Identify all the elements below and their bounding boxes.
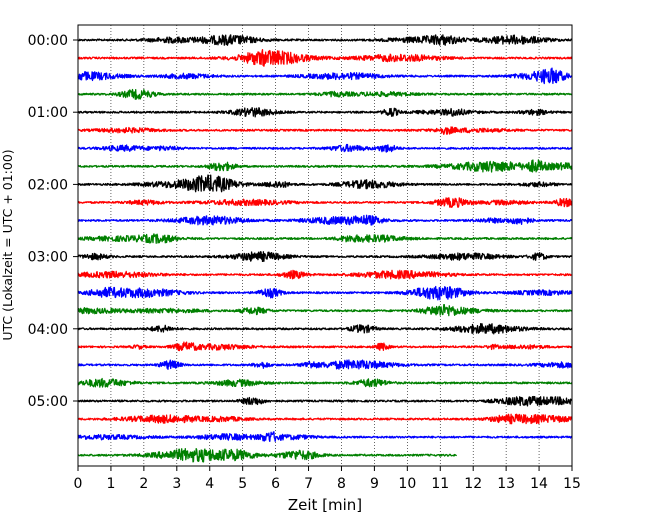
y-tick-label-04:00: 04:00 (28, 322, 68, 338)
trace-0530 (77, 431, 573, 443)
trace-0400 (77, 323, 573, 335)
x-tick-label-2: 2 (139, 476, 148, 492)
traces (77, 34, 573, 463)
y-tick-label-05:00: 05:00 (28, 394, 68, 410)
trace-0130 (77, 143, 573, 153)
x-tick-label-13: 13 (497, 476, 515, 492)
trace-0245 (77, 233, 573, 244)
trace-0045 (77, 88, 573, 100)
trace-0315 (77, 269, 573, 280)
x-tick-label-14: 14 (530, 476, 548, 492)
trace-0015 (77, 49, 573, 67)
x-tick-label-9: 9 (370, 476, 379, 492)
y-axis: 00:00 01:00 02:00 03:00 04:00 05:00 (28, 33, 78, 410)
y-axis-label: UTC (Lokalzeit = UTC + 01:00) (0, 149, 15, 340)
plot-frame (77, 24, 573, 467)
trace-0030 (77, 67, 573, 85)
x-tick-label-4: 4 (205, 476, 214, 492)
x-tick-label-15: 15 (563, 476, 581, 492)
x-tick-label-7: 7 (304, 476, 313, 492)
x-tick-label-10: 10 (398, 476, 416, 492)
x-axis: 0 1 2 3 4 5 6 7 8 9 10 11 12 13 14 15 (74, 466, 581, 492)
x-tick-label-5: 5 (238, 476, 247, 492)
trace-0545 (77, 447, 458, 463)
trace-0200 (77, 174, 573, 193)
trace-0415 (77, 341, 573, 352)
x-tick-label-0: 0 (74, 476, 83, 492)
trace-0300 (77, 250, 573, 263)
trace-0145 (77, 159, 573, 173)
x-axis-label: Zeit [min] (288, 496, 362, 514)
x-tick-label-1: 1 (106, 476, 115, 492)
trace-0345 (77, 304, 573, 317)
y-tick-label-00:00: 00:00 (28, 33, 68, 49)
trace-0515 (77, 413, 573, 425)
trace-0100 (77, 107, 573, 118)
trace-0500 (77, 395, 573, 407)
y-tick-label-03:00: 03:00 (28, 250, 68, 266)
x-tick-label-11: 11 (431, 476, 449, 492)
x-tick-label-8: 8 (337, 476, 346, 492)
x-tick-label-3: 3 (172, 476, 181, 492)
trace-0430 (77, 359, 573, 370)
x-tick-label-12: 12 (464, 476, 482, 492)
y-tick-label-02:00: 02:00 (28, 177, 68, 193)
y-tick-label-01:00: 01:00 (28, 105, 68, 121)
plot-background (78, 25, 572, 466)
trace-0230 (77, 214, 573, 226)
trace-0000 (77, 34, 573, 46)
trace-0330 (77, 285, 573, 301)
trace-0445 (77, 377, 573, 388)
trace-0215 (77, 197, 573, 208)
trace-0115 (77, 126, 573, 136)
x-tick-label-6: 6 (271, 476, 280, 492)
